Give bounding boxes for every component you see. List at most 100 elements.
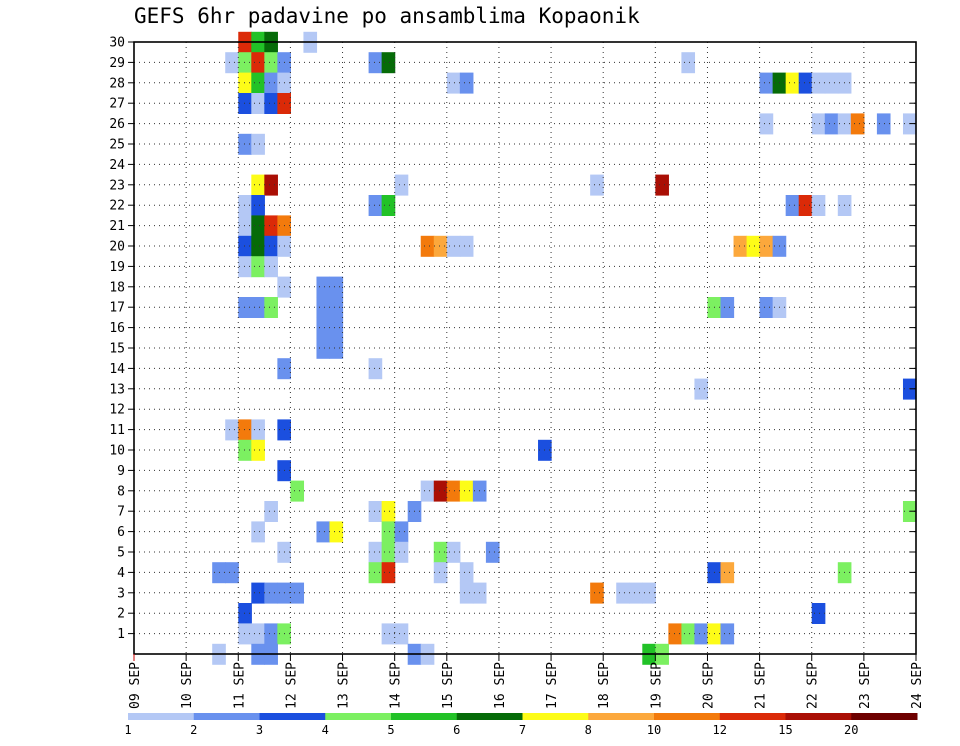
heatmap-cell [238, 72, 252, 94]
heatmap-cell [850, 113, 865, 135]
heatmap-cell [329, 276, 344, 298]
heatmap-cell [238, 93, 252, 114]
heatmap-cell [368, 52, 383, 74]
heatmap-cell [746, 235, 761, 257]
heatmap-cell [316, 276, 331, 298]
heatmap-cell [720, 562, 735, 584]
x-tick-label: 22 SEP [806, 662, 821, 709]
heatmap-cell [238, 419, 252, 441]
heatmap-cell [433, 562, 448, 584]
colorbar-swatch [522, 713, 589, 720]
heatmap-cell [251, 52, 265, 74]
colorbar-label: 7 [519, 723, 526, 737]
heatmap-cell [251, 623, 265, 645]
heatmap-cell [251, 133, 265, 155]
y-tick-label: 9 [117, 464, 125, 479]
colorbar-swatch [456, 713, 523, 720]
heatmap-cell [811, 195, 826, 216]
x-tick-label: 13 SEP [337, 662, 352, 709]
heatmap-cell [329, 297, 344, 318]
heatmap-cell [811, 113, 826, 135]
heatmap-cell [616, 582, 630, 604]
heatmap-cell [368, 195, 383, 216]
colorbar-swatch [719, 713, 786, 720]
colorbar-label: 8 [585, 723, 592, 737]
heatmap-cell [381, 501, 396, 522]
heatmap-cell [785, 72, 800, 94]
heatmap-cell [824, 113, 839, 135]
heatmap-cell [394, 541, 409, 563]
x-tick-label: 23 SEP [858, 662, 873, 709]
y-tick-label: 22 [109, 199, 125, 214]
colorbar-swatch [193, 713, 260, 720]
y-tick-label: 17 [109, 301, 125, 316]
y-tick-label: 19 [109, 260, 125, 275]
colorbar-label: 15 [778, 723, 792, 737]
heatmap-cell [225, 419, 239, 441]
y-tick-label: 27 [109, 97, 125, 112]
colorbar-label: 5 [387, 723, 394, 737]
heatmap-cell [381, 541, 396, 563]
heatmap-cell [590, 582, 604, 604]
heatmap-cell [655, 174, 669, 196]
heatmap-cell [316, 521, 331, 543]
heatmap-cell [798, 195, 813, 216]
colorbar-label: 12 [713, 723, 727, 737]
heatmap-cell [629, 582, 643, 604]
heatmap-cell [251, 256, 265, 278]
heatmap-cell [238, 297, 252, 318]
colorbar-swatch [391, 713, 458, 720]
heatmap-cell [329, 337, 344, 359]
heatmap-cell [681, 52, 696, 74]
heatmap-cell [381, 52, 396, 74]
colorbar-swatch [259, 713, 326, 720]
heatmap-cell [381, 521, 396, 543]
heatmap-cell [459, 582, 474, 604]
y-tick-label: 2 [117, 607, 125, 622]
y-tick-label: 8 [117, 484, 125, 499]
heatmap-cell [420, 480, 435, 502]
heatmap-cell [368, 541, 383, 563]
colorbar-label: 6 [453, 723, 460, 737]
colorbar-label: 20 [844, 723, 858, 737]
heatmap-cell [446, 541, 461, 563]
heatmap-cell [264, 501, 278, 522]
y-tick-label: 21 [109, 219, 125, 234]
heatmap-cell [290, 582, 305, 604]
colorbar: 1 2 3 4 5 6 7 8 10 12 15 20 [124, 713, 918, 737]
heatmap-cell [264, 72, 278, 94]
x-tick-label: 15 SEP [441, 662, 456, 709]
y-tick-label: 3 [117, 586, 125, 601]
colorbar-swatch [588, 713, 655, 720]
heatmap-cell [251, 215, 265, 237]
heatmap-cell [251, 93, 265, 114]
heatmap-cell [225, 562, 239, 584]
colorbar-label: 1 [124, 723, 131, 737]
x-tick-label: 24 SEP [910, 662, 925, 709]
heatmap-cell [381, 195, 396, 216]
x-tick-label: 16 SEP [493, 662, 508, 709]
y-tick-label: 5 [117, 546, 125, 561]
y-tick-label: 18 [109, 280, 125, 295]
y-tick-label: 16 [109, 321, 125, 336]
heatmap-cell [290, 480, 305, 502]
heatmap-cell [798, 72, 813, 94]
heatmap-cell [720, 623, 735, 645]
heatmap-cell [459, 480, 474, 502]
heatmap-cell [381, 623, 396, 645]
heatmap-cell [694, 378, 709, 400]
heatmap-cell [238, 52, 252, 74]
heatmap-cell [381, 562, 396, 584]
heatmap-cell [238, 256, 252, 278]
x-tick-label: 12 SEP [284, 662, 299, 709]
colorbar-swatch [128, 713, 195, 720]
heatmap-cell [759, 113, 774, 135]
colorbar-swatch [325, 713, 392, 720]
heatmap-cell [459, 562, 474, 584]
y-tick-label: 26 [109, 117, 125, 132]
heatmap-cell [420, 235, 435, 257]
heatmap-cell [225, 52, 239, 74]
heatmap-cell [811, 72, 826, 94]
heatmap-cell [433, 235, 448, 257]
